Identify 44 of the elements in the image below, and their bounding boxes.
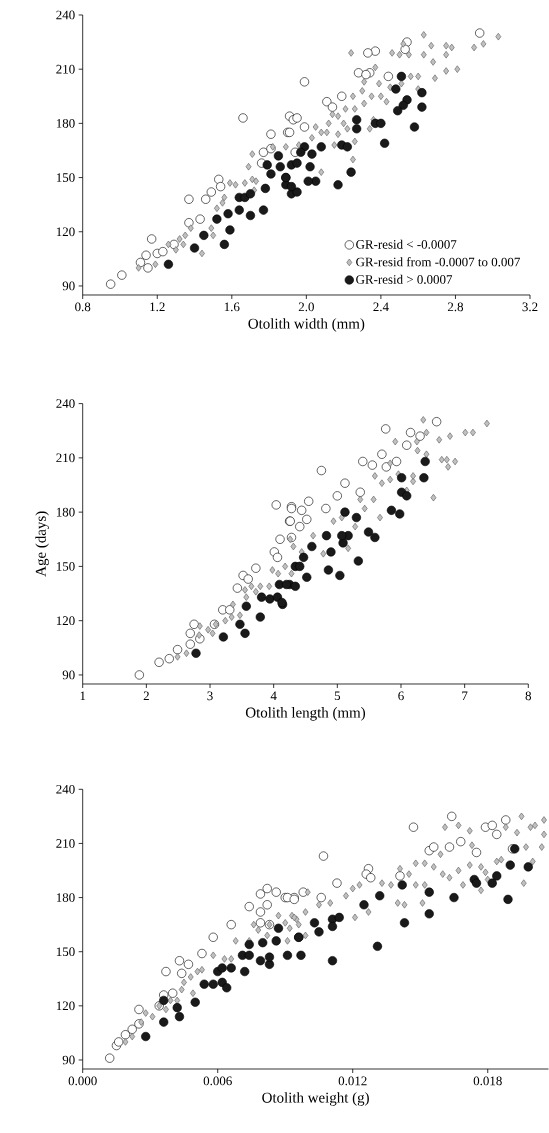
y-tick-label: 210 — [56, 64, 75, 74]
y-axis-title: Age (days) — [35, 511, 49, 577]
y-tick-label: 120 — [56, 616, 75, 626]
y-tick-label: 90 — [62, 281, 75, 291]
x-tick-label: 2.0 — [298, 302, 314, 312]
legend-label: GR-resid > 0.0007 — [356, 274, 453, 284]
y-tick-label: 120 — [56, 1001, 75, 1011]
y-tick-label: 120 — [56, 227, 75, 237]
y-tick-label: 180 — [56, 507, 75, 517]
x-axis-title: Otolith width (mm) — [248, 318, 365, 332]
x-tick-label: 4 — [270, 691, 277, 701]
x-tick-label: 1 — [80, 691, 86, 701]
x-tick-label: 5 — [334, 691, 341, 701]
x-tick-label: 7 — [462, 691, 468, 700]
x-tick-label: 0.000 — [68, 1076, 97, 1086]
x-tick-label: 1.2 — [150, 302, 165, 312]
x-tick-label: 2 — [143, 691, 149, 701]
x-tick-label: 2.8 — [447, 302, 464, 312]
y-tick-label: 150 — [56, 173, 75, 182]
x-tick-label: 0.012 — [338, 1076, 367, 1086]
y-tick-label: 240 — [56, 399, 75, 408]
x-tick-label: 2.4 — [373, 302, 389, 312]
y-tick-label: 90 — [62, 1055, 75, 1065]
x-axis-title: Otolith length (mm) — [245, 707, 366, 721]
y-tick-label: 210 — [56, 453, 75, 463]
x-tick-label: 8 — [525, 691, 532, 701]
y-tick-label: 180 — [56, 893, 75, 902]
y-tick-label: 240 — [56, 784, 75, 794]
y-tick-label: 240 — [56, 10, 75, 20]
y-tick-label: 150 — [56, 947, 75, 957]
y-tick-label: 210 — [56, 839, 75, 848]
x-tick-label: 6 — [398, 691, 404, 701]
x-axis-title: Otolith weight (g) — [262, 1092, 369, 1106]
y-tick-label: 150 — [56, 562, 75, 571]
x-tick-label: 3 — [207, 691, 213, 701]
x-tick-label: 0.018 — [473, 1076, 502, 1086]
y-tick-label: 180 — [56, 119, 75, 128]
x-tick-label: 1.6 — [224, 302, 240, 312]
legend-label: GR-resid from -0.0007 to 0.007 — [356, 257, 520, 267]
y-tick-label: 90 — [62, 670, 75, 680]
x-tick-label: 0.8 — [75, 302, 91, 312]
legend-label: GR-resid < -0.0007 — [356, 239, 457, 249]
x-tick-label: 0.006 — [203, 1076, 232, 1086]
x-tick-label: 3.2 — [522, 302, 538, 312]
